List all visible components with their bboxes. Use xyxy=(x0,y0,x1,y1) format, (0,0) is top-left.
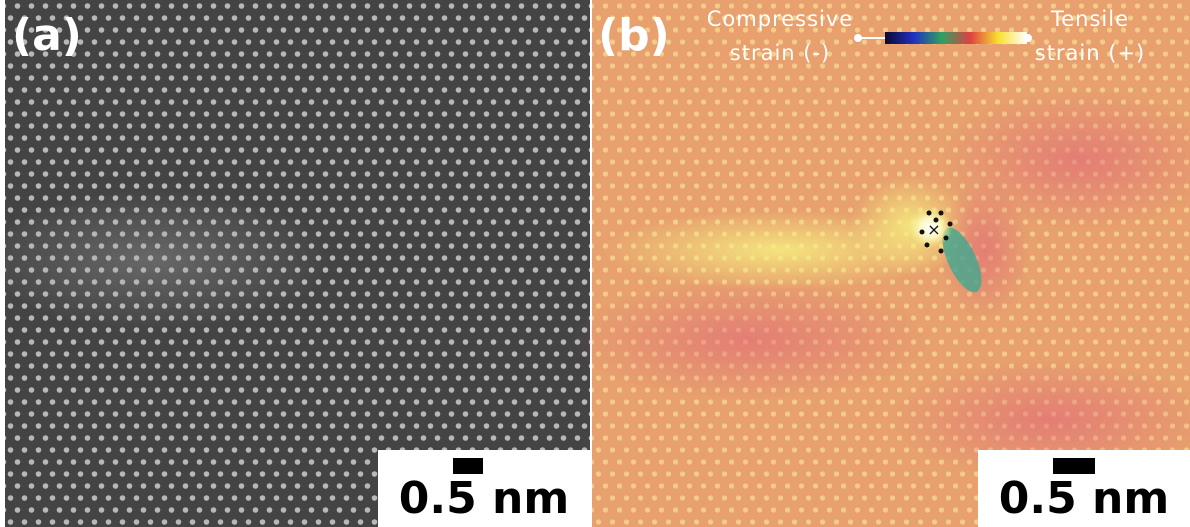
glow xyxy=(0,190,350,330)
colorbar-left: Compressive xyxy=(707,7,853,31)
colorbar-right: strain (+) xyxy=(1035,41,1145,65)
panel-label: (a) xyxy=(12,10,82,61)
tint xyxy=(570,280,930,400)
colorbar-left: strain (-) xyxy=(730,41,830,65)
scale-bar xyxy=(453,458,483,474)
scale-text: 0.5 nm xyxy=(399,473,569,524)
scale-text: 0.5 nm xyxy=(999,473,1169,524)
figure: (a) 0.5 nm × (b) Compressive strain (-) … xyxy=(0,0,1190,527)
colorbar-end xyxy=(854,34,862,42)
colorbar-end xyxy=(1024,34,1032,42)
colorbar xyxy=(885,32,1027,44)
colorbar-right: Tensile xyxy=(1050,7,1129,31)
scale-bar xyxy=(1053,458,1095,474)
panel-label: (b) xyxy=(598,10,670,61)
core-mark: × xyxy=(927,220,940,239)
